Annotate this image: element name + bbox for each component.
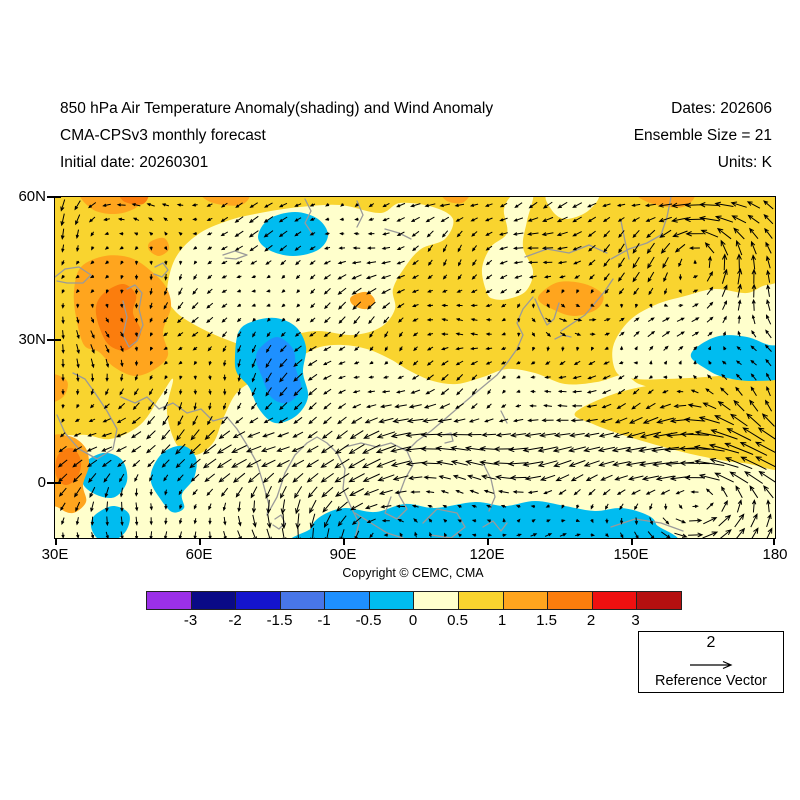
x-tick-mark bbox=[773, 539, 775, 545]
shading-region-orange-japan bbox=[537, 281, 604, 316]
y-tick-label: 30N bbox=[18, 331, 46, 349]
x-tick-label: 30E bbox=[41, 546, 69, 563]
colorbar-cell bbox=[236, 592, 281, 609]
shading-region-cream-central-north bbox=[167, 202, 454, 348]
reference-vector-value: 2 bbox=[706, 634, 716, 651]
colorbar-cell bbox=[147, 592, 192, 609]
shading-region-cyan-bottom-band bbox=[291, 501, 678, 538]
shading-region-cyan-north-blob bbox=[258, 212, 328, 256]
shading-region-gold-wedge-southeast bbox=[574, 373, 775, 470]
colorbar-cell bbox=[325, 592, 370, 609]
colorbar-cell bbox=[637, 592, 681, 609]
title-block: 850 hPa Air Temperature Anomaly(shading)… bbox=[60, 95, 493, 176]
reference-vector-box: 2 Reference Vector bbox=[638, 631, 784, 693]
colorbar-cell bbox=[503, 592, 549, 609]
title-line-2: CMA-CPSv3 monthly forecast bbox=[60, 127, 266, 144]
colorbar-cell bbox=[369, 592, 415, 609]
x-tick-mark bbox=[55, 539, 57, 545]
shading-region-orange-left-small bbox=[55, 374, 68, 402]
colorbar-tick-label: -0.5 bbox=[355, 612, 382, 629]
x-tick-mark bbox=[343, 539, 345, 545]
shading-region-blue-india-core bbox=[255, 336, 302, 404]
shading-region-cream-top-small bbox=[545, 197, 599, 220]
colorbar-tick-label: -2 bbox=[228, 612, 242, 629]
shading-region-orange-top-a bbox=[202, 197, 250, 206]
wind-vectors bbox=[57, 199, 775, 538]
y-tick-mark bbox=[47, 482, 61, 485]
shading-region-orange-spot-central bbox=[349, 291, 375, 310]
colorbar-cell bbox=[459, 592, 504, 609]
map-plot bbox=[54, 196, 776, 539]
reference-vector-label: Reference Vector bbox=[654, 673, 768, 689]
info-block: Dates: 202606 Ensemble Size = 21 Units: … bbox=[634, 95, 772, 176]
x-tick-mark bbox=[631, 539, 633, 545]
x-tick-label: 150E bbox=[613, 546, 649, 563]
colorbar-tick-label: 1.5 bbox=[536, 612, 557, 629]
y-tick-label: 60N bbox=[18, 188, 46, 205]
x-tick-mark bbox=[199, 539, 201, 545]
colorbar-tick-label: -1 bbox=[317, 612, 331, 629]
y-tick-label: 0 bbox=[37, 474, 46, 492]
colorbar bbox=[146, 591, 682, 610]
units-label: Units: K bbox=[717, 154, 772, 171]
reference-vector-arrow-icon bbox=[690, 660, 733, 670]
colorbar-tick-label: 2 bbox=[586, 612, 596, 629]
colorbar-tick-label: -3 bbox=[183, 612, 198, 629]
y-tick-mark bbox=[47, 339, 61, 342]
x-tick-label: 120E bbox=[469, 546, 505, 563]
x-tick-label: 180 bbox=[762, 546, 788, 563]
colorbar-cell bbox=[592, 592, 638, 609]
shading-region-orange-top-c bbox=[442, 197, 469, 204]
title-line-3: Initial date: 20260301 bbox=[60, 154, 209, 171]
colorbar-tick-label: 0.5 bbox=[447, 612, 468, 629]
x-tick-mark bbox=[487, 539, 489, 545]
colorbar-tick-label: 1 bbox=[497, 612, 507, 629]
shading-region-dkorange-topleft-core bbox=[120, 197, 149, 205]
colorbar-tick-label: 0 bbox=[408, 612, 418, 629]
colorbar-cell bbox=[191, 592, 237, 609]
shading-region-orange-spot-nw bbox=[147, 237, 170, 257]
ensemble-size-label: Ensemble Size = 21 bbox=[633, 127, 772, 144]
colorbar-tick-label: 3 bbox=[631, 612, 640, 629]
copyright-text: Copyright © CEMC, CMA bbox=[342, 566, 484, 580]
colorbar-cell bbox=[280, 592, 326, 609]
colorbar-tick-label: -1.5 bbox=[266, 612, 293, 629]
x-tick-label: 60E bbox=[185, 546, 213, 563]
title-line-1: 850 hPa Air Temperature Anomaly(shading)… bbox=[60, 100, 494, 117]
colorbar-cell bbox=[414, 592, 460, 609]
coastlines bbox=[55, 197, 684, 538]
shading-region-cyan-equator-b bbox=[90, 505, 130, 538]
map-canvas bbox=[55, 197, 775, 538]
shading-region-cyan-mid bbox=[150, 445, 197, 513]
shading-region-cream-korea bbox=[481, 197, 534, 300]
shading-region-dkorange-left-equator-core bbox=[55, 447, 82, 486]
shading-region-cyan-equator-a bbox=[80, 452, 128, 498]
x-tick-label: 90E bbox=[329, 546, 357, 563]
dates-label: Dates: 202606 bbox=[671, 100, 772, 117]
y-tick-mark bbox=[47, 196, 61, 198]
colorbar-cell bbox=[548, 592, 593, 609]
